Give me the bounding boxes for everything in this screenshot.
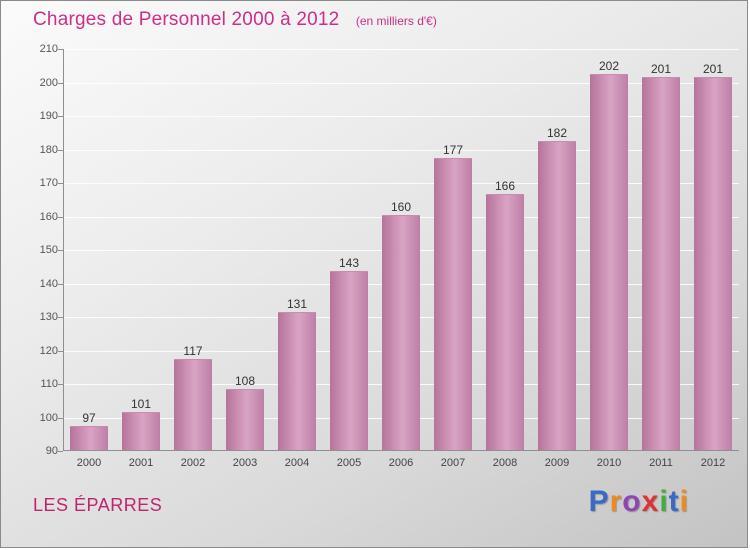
bar-2010 <box>590 73 628 450</box>
bar-2000 <box>70 425 108 450</box>
y-tick-label: 170 <box>39 177 58 189</box>
bar-value-label: 160 <box>390 199 412 214</box>
y-tick-label: 190 <box>39 110 58 122</box>
gridline <box>64 49 739 50</box>
y-tick <box>58 149 63 151</box>
y-tick-label: 210 <box>39 43 58 55</box>
y-tick <box>58 216 63 218</box>
chart-subtitle: (en milliers d'€) <box>355 14 437 28</box>
y-axis-line <box>63 49 64 451</box>
gridline <box>64 82 739 84</box>
bar-value-label: 201 <box>650 62 672 77</box>
y-tick-label: 130 <box>39 311 58 323</box>
gridline <box>64 149 739 151</box>
x-tick-label: 2003 <box>232 457 258 469</box>
bar-value-label: 202 <box>598 58 620 73</box>
logo-letter: t <box>668 485 680 518</box>
bar-value-label: 201 <box>702 62 724 77</box>
y-tick-label: 150 <box>39 244 58 256</box>
x-tick-label: 2000 <box>76 457 102 469</box>
bar-value-label: 108 <box>234 373 256 388</box>
logo-letter: r <box>609 485 623 518</box>
bar-2011 <box>642 77 680 450</box>
bar-value-label: 177 <box>442 142 464 157</box>
bar-2003 <box>226 388 264 450</box>
x-tick-label: 2006 <box>388 457 414 469</box>
bar-2001 <box>122 412 160 450</box>
bar-2002 <box>174 358 212 450</box>
bar-value-label: 131 <box>286 296 308 311</box>
y-tick <box>58 82 63 84</box>
gridline <box>64 116 739 117</box>
x-tick-label: 2007 <box>440 457 466 469</box>
y-tick-label: 110 <box>40 378 58 390</box>
y-tick <box>58 317 63 318</box>
bar-2012 <box>694 77 732 450</box>
x-tick-label: 2005 <box>336 457 362 469</box>
bar-value-label: 182 <box>546 125 568 140</box>
chart-title: Charges de Personnel 2000 à 2012 <box>33 9 340 30</box>
y-tick <box>58 116 63 117</box>
x-tick-label: 2010 <box>596 457 622 469</box>
x-tick-label: 2011 <box>649 457 673 469</box>
gridline <box>64 183 739 184</box>
logo-letter: i <box>679 485 689 518</box>
y-tick-label: 160 <box>39 210 58 223</box>
y-tick <box>58 283 63 285</box>
bar-value-label: 101 <box>130 397 152 412</box>
y-tick <box>58 451 63 452</box>
x-tick-label: 2001 <box>128 457 154 469</box>
logo-letter: P <box>588 485 610 518</box>
bar-value-label: 97 <box>82 410 96 425</box>
y-tick-label: 120 <box>39 344 58 357</box>
chart-header: Charges de Personnel 2000 à 2012 (en mil… <box>33 9 437 31</box>
logo-letter: x <box>641 485 660 518</box>
y-tick <box>58 183 63 184</box>
bar-2007 <box>434 157 472 450</box>
x-tick-label: 2004 <box>284 457 310 469</box>
x-tick-label: 2009 <box>544 457 570 469</box>
logo-letter: o <box>622 485 642 518</box>
entity-name: LES ÉPARRES <box>33 495 163 515</box>
bar-2004 <box>278 311 316 450</box>
bar-2006 <box>382 214 420 450</box>
x-tick-label: 2008 <box>492 457 518 469</box>
bar-value-label: 143 <box>338 256 360 271</box>
bar-2005 <box>330 271 368 450</box>
y-tick <box>58 250 63 251</box>
y-tick-label: 100 <box>39 411 58 424</box>
logo-letter: i <box>659 485 669 518</box>
y-tick <box>58 384 63 385</box>
x-tick-label: 2002 <box>180 457 206 469</box>
plot-area: 90 100 110 120 130 140 150 160 170 180 190 200 210 97… <box>40 43 739 469</box>
y-tick-label: 90 <box>45 445 58 457</box>
y-tick-label: 140 <box>39 277 58 290</box>
bar-2008 <box>486 194 524 450</box>
proxiti-logo: Proxiti <box>589 485 689 519</box>
y-tick <box>58 49 63 50</box>
bar-2009 <box>538 140 576 450</box>
x-tick-label: 2012 <box>700 457 726 469</box>
bar-value-label: 117 <box>183 343 203 358</box>
y-tick <box>58 350 63 352</box>
y-tick-label: 180 <box>39 143 58 156</box>
bar-value-label: 166 <box>494 179 516 194</box>
y-tick-label: 200 <box>39 76 58 89</box>
y-tick <box>58 417 63 419</box>
x-axis-line <box>63 450 739 451</box>
